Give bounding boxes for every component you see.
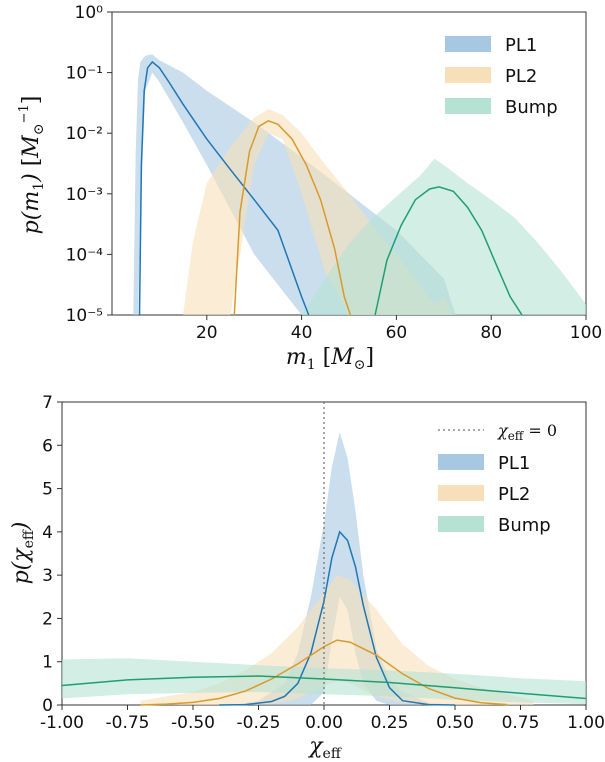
top-y-tick-label: 10⁰ (75, 3, 104, 23)
spin-distribution-panel: -1.00 -0.75 -0.50 -0.25 0.00 0.25 0.50 0.75 1.00… (9, 393, 605, 762)
legend-label-pl1: PL1 (498, 453, 530, 474)
bottom-y-tick-label: 5 (42, 480, 53, 500)
bottom-y-tick-label: 4 (42, 523, 53, 543)
top-x-tick-label: 60 (386, 323, 408, 343)
top-y-axis-label: p(m1) [M⊙−1] (17, 96, 47, 235)
bottom-median-pl1 (219, 530, 456, 706)
bottom-x-tick-label: -0.75 (106, 713, 150, 733)
bottom-y-tick-label: 2 (42, 609, 53, 629)
bottom-x-tick-label: 0.25 (371, 713, 409, 733)
legend-swatch-pl2 (438, 485, 484, 501)
top-y-tick-label: 10⁻⁵ (66, 306, 103, 326)
legend-label-vline: χeff = 0 (497, 421, 557, 443)
legend-label-pl1: PL1 (505, 35, 537, 56)
legend-label-bump: Bump (505, 97, 558, 118)
top-x-tick-label: 100 (570, 323, 602, 343)
legend-swatch-bump (438, 516, 484, 532)
top-median-pl2 (233, 119, 352, 316)
bottom-x-tick-label: -1.00 (40, 713, 84, 733)
top-x-tick-label: 20 (196, 323, 218, 343)
top-y-tick-label: 10⁻⁴ (66, 245, 104, 265)
bottom-y-tick-label: 6 (42, 436, 53, 456)
bottom-y-tick-label: 1 (42, 653, 53, 673)
legend-swatch-pl2 (445, 67, 491, 83)
legend-swatch-bump (445, 98, 491, 114)
legend-swatch-pl1 (445, 36, 491, 52)
top-median-pl1 (138, 60, 310, 316)
top-medians (138, 60, 523, 316)
top-y-tick-label: 10⁻² (66, 124, 103, 144)
top-ticks: 20 40 60 80 100 10⁰ 10⁻¹ 10⁻² 10⁻³ 10⁻⁴ 10⁻⁵ (66, 3, 603, 343)
bottom-median-pl2 (140, 639, 508, 706)
bottom-x-tick-label: 0.50 (436, 713, 474, 733)
top-bands (133, 54, 586, 316)
bottom-x-axis-label: χeff (307, 734, 342, 762)
bottom-y-axis-label: p(χeff) (9, 522, 37, 585)
bottom-y-tick-label: 7 (42, 393, 53, 413)
top-y-tick-label: 10⁻¹ (66, 64, 103, 84)
top-median-bump (374, 186, 523, 316)
bottom-x-tick-label: 1.00 (567, 713, 605, 733)
top-x-tick-label: 40 (291, 323, 313, 343)
bottom-x-tick-label: 0.75 (502, 713, 540, 733)
mass-distribution-panel: 20 40 60 80 100 10⁰ 10⁻¹ 10⁻² 10⁻³ 10⁻⁴ 10⁻⁵ m1 [M… (17, 3, 602, 373)
bottom-ticks: -1.00 -0.75 -0.50 -0.25 0.00 0.25 0.50 0.75 1.00… (40, 393, 605, 733)
bottom-band-pl1 (232, 432, 455, 705)
legend-label-pl2: PL2 (505, 66, 537, 87)
legend-label-bump: Bump (498, 515, 551, 536)
bottom-legend: χeff = 0 PL1 PL2 Bump (438, 421, 557, 536)
bottom-x-tick-label: -0.50 (171, 713, 215, 733)
legend-label-pl2: PL2 (498, 484, 530, 505)
top-y-tick-label: 10⁻³ (66, 185, 103, 205)
bottom-y-tick-label: 0 (42, 696, 53, 716)
bottom-band-bump (62, 658, 586, 705)
top-x-tick-label: 80 (480, 323, 502, 343)
top-band-bump (301, 158, 586, 315)
top-legend: PL1 PL2 Bump (445, 35, 558, 118)
top-x-axis-label: m1 [M⊙] (286, 345, 374, 373)
legend-swatch-pl1 (438, 454, 484, 470)
bottom-x-tick-label: -0.25 (237, 713, 281, 733)
bottom-y-tick-label: 3 (42, 566, 53, 586)
bottom-x-tick-label: 0.00 (305, 713, 343, 733)
